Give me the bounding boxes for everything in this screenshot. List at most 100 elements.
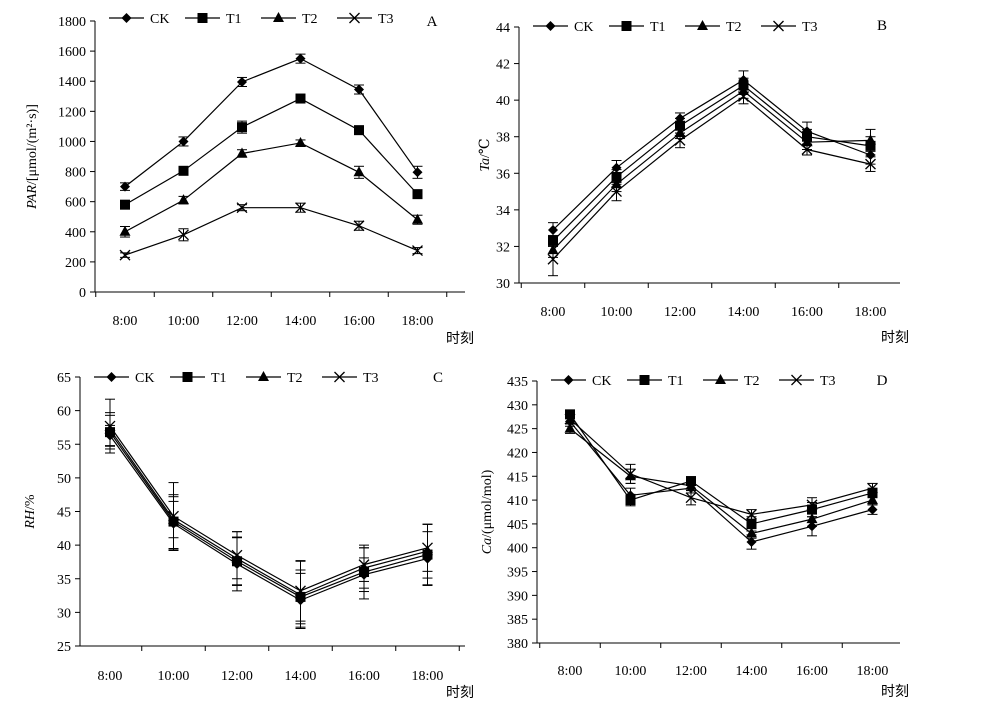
data-point (353, 220, 365, 232)
data-point (867, 504, 878, 515)
legend-marker-stroke (349, 12, 360, 24)
y-axis-title-unit: /% (23, 494, 38, 510)
legend-marker (545, 21, 556, 31)
y-tick-label: 400 (65, 226, 86, 241)
data-point-stroke (358, 559, 370, 571)
legend-label: T1 (668, 374, 684, 389)
data-point (295, 202, 306, 214)
data-point (564, 413, 576, 425)
series-T1 (105, 414, 433, 625)
y-tick-label: 430 (507, 399, 528, 414)
panel-label: B (877, 18, 887, 34)
series-line (109, 431, 428, 598)
y-tick-label: 50 (57, 472, 71, 487)
legend-marker (791, 374, 802, 386)
y-tick-label: 30 (57, 606, 71, 621)
x-tick-label: 10:00 (601, 305, 633, 320)
data-point-stroke (867, 482, 878, 494)
x-tick-label: 18:00 (855, 305, 887, 320)
data-point-stroke (865, 158, 876, 170)
data-point (746, 518, 757, 529)
data-point-stroke (353, 220, 365, 232)
data-point (354, 125, 364, 136)
data-point-stroke (625, 468, 636, 480)
data-point (685, 492, 697, 504)
data-point-stroke (611, 186, 622, 198)
y-axis-title-unit: /(μmol/mol) (480, 469, 495, 538)
legend: CK T1 T2 T3 (109, 12, 394, 27)
y-tick-label: 1200 (58, 105, 86, 120)
legend-label: CK (135, 371, 154, 386)
legend-label: T2 (302, 12, 318, 27)
series-T1 (120, 93, 423, 210)
data-point (236, 202, 248, 214)
panel-A: 0 200 400 600 800 1000 1200 1400 1600 1800 8:00 10:… (25, 12, 474, 347)
data-point (865, 134, 876, 145)
legend-marker-stroke (334, 371, 345, 383)
data-point (746, 527, 757, 538)
series-line (569, 428, 873, 535)
data-point (120, 181, 130, 192)
x-tick-label: 16:00 (796, 664, 828, 679)
y-tick-label: 44 (496, 21, 510, 36)
y-tick-label: 45 (57, 506, 71, 521)
data-point (738, 91, 749, 102)
legend-label: T3 (363, 371, 379, 386)
data-point (806, 499, 818, 511)
y-tick-label: 435 (507, 375, 528, 390)
legend: CK T1 T2 T3 (533, 20, 818, 35)
y-tick-label: 420 (507, 446, 528, 461)
y-tick-label: 30 (496, 277, 510, 292)
legend-marker (121, 13, 132, 23)
legend-label: T2 (287, 371, 303, 386)
data-point-stroke (685, 492, 697, 504)
x-tick-label: 10:00 (615, 664, 647, 679)
x-tick-label: 8:00 (541, 305, 566, 320)
data-point (746, 537, 757, 548)
data-point (801, 144, 813, 155)
y-tick-label: 36 (496, 167, 510, 182)
legend-label: T2 (744, 374, 760, 389)
data-point-stroke (674, 134, 686, 146)
y-tick-label: 55 (57, 438, 71, 453)
series-line (124, 142, 418, 233)
series-T3 (119, 202, 423, 261)
legend-label: T2 (726, 20, 742, 35)
x-tick-label: 8:00 (113, 314, 138, 329)
data-point (295, 53, 306, 64)
y-tick-label: 25 (57, 640, 71, 655)
y-tick-label: 38 (496, 131, 510, 146)
x-tick-label: 14:00 (285, 314, 317, 329)
legend-marker (639, 375, 650, 385)
data-point (867, 482, 878, 494)
data-point-stroke (178, 229, 189, 241)
y-tick-label: 390 (507, 589, 528, 604)
data-point-stroke (104, 420, 116, 432)
legend-label: T1 (211, 371, 227, 386)
series-line (569, 418, 873, 515)
y-tick-label: 1000 (58, 135, 86, 150)
y-tick-label: 410 (507, 494, 528, 509)
y-tick-label: 380 (507, 637, 528, 652)
x-tick-label: 8:00 (98, 669, 123, 684)
y-tick-label: 1600 (58, 45, 86, 60)
legend-label: CK (574, 20, 593, 35)
data-point-stroke (422, 542, 433, 554)
data-point-stroke (231, 549, 243, 561)
x-axis-title: 时刻 (446, 685, 474, 701)
data-point (548, 224, 558, 235)
x-tick-label: 12:00 (221, 669, 253, 684)
panel-B: 30 32 34 36 38 40 42 44 8:00 10:00 12:00 14:00 16:00… (478, 18, 909, 346)
data-point (674, 134, 686, 146)
y-tick-label: 400 (507, 542, 528, 557)
y-tick-label: 0 (79, 286, 86, 301)
legend-marker (773, 20, 784, 32)
legend-marker (182, 372, 193, 382)
legend-label: T3 (378, 12, 394, 27)
data-point (412, 189, 423, 200)
y-tick-label: 1800 (58, 15, 86, 30)
legend-marker (273, 12, 284, 22)
legend-marker (563, 375, 574, 385)
x-tick-label: 12:00 (675, 664, 707, 679)
